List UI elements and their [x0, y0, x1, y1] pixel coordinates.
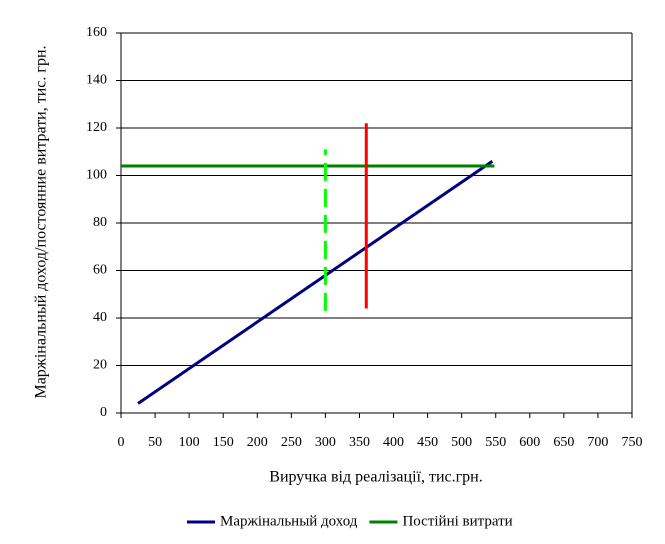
x-tick-label: 600: [519, 435, 540, 450]
y-tick-label: 60: [93, 263, 107, 278]
x-tick-label: 450: [417, 435, 438, 450]
x-tick-label: 200: [247, 435, 268, 450]
y-tick-label: 140: [86, 73, 107, 88]
x-tick-label: 700: [587, 435, 608, 450]
x-tick-label: 550: [485, 435, 506, 450]
y-tick-label: 80: [93, 215, 107, 230]
y-tick-label: 100: [86, 168, 107, 183]
x-tick-label: 650: [553, 435, 574, 450]
x-axis-label: Виручка від реалізації, тис.грн.: [269, 469, 482, 486]
x-tick-label: 50: [148, 435, 162, 450]
legend-label: Постійні витрати: [402, 513, 512, 529]
x-tick-label: 100: [179, 435, 200, 450]
series-line: [137, 160, 494, 405]
y-tick-label: 0: [100, 405, 107, 420]
x-tick-label: 500: [451, 435, 472, 450]
y-tick-label: 120: [86, 120, 107, 135]
y-tick-label: 40: [93, 310, 107, 325]
x-tick-label: 0: [118, 435, 125, 450]
x-tick-label: 400: [383, 435, 404, 450]
x-tick-label: 300: [315, 435, 336, 450]
y-tick-label: 20: [93, 358, 107, 373]
x-tick-label: 150: [213, 435, 234, 450]
legend-label: Маржінальный доход: [220, 513, 358, 529]
x-tick-label: 350: [349, 435, 370, 450]
x-tick-label: 750: [622, 435, 643, 450]
x-tick-label: 250: [281, 435, 302, 450]
y-axis-label: Маржінальный доход/постоянние витрати, т…: [32, 45, 50, 399]
y-tick-label: 160: [86, 25, 107, 40]
